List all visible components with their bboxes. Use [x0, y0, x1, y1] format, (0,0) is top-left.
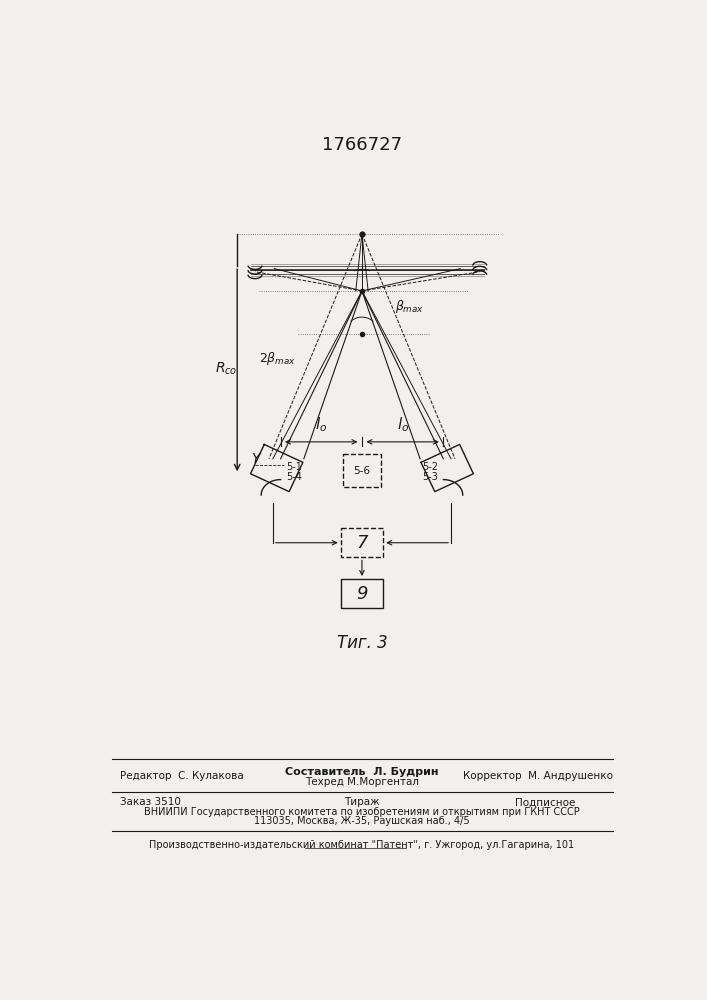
Text: Y: Y — [251, 452, 259, 466]
Text: 5-3: 5-3 — [422, 472, 438, 482]
Text: 113035, Москва, Ж-35, Раушская наб., 4/5: 113035, Москва, Ж-35, Раушская наб., 4/5 — [254, 816, 469, 826]
Text: 5-6: 5-6 — [354, 466, 370, 476]
Text: Составитель  Л. Будрин: Составитель Л. Будрин — [285, 767, 439, 777]
Text: Редактор  С. Кулакова: Редактор С. Кулакова — [119, 771, 243, 781]
Text: 9: 9 — [356, 585, 368, 603]
Text: $\beta_{max}$: $\beta_{max}$ — [395, 298, 423, 315]
Text: $R_{co}$: $R_{co}$ — [215, 360, 238, 377]
Text: $l_o$: $l_o$ — [315, 416, 327, 434]
Text: Заказ 3510: Заказ 3510 — [120, 797, 181, 807]
Text: 5-2: 5-2 — [422, 462, 438, 472]
Text: Τиг. 3: Τиг. 3 — [337, 634, 387, 652]
Text: Техред М.Моргентал: Техред М.Моргентал — [305, 777, 419, 787]
Text: $l_o$: $l_o$ — [397, 416, 409, 434]
Text: Производственно-издательский комбинат "Патент", г. Ужгород, ул.Гагарина, 101: Производственно-издательский комбинат "П… — [149, 840, 575, 850]
Text: ВНИИПИ Государственного комитета по изобретениям и открытиям при ГКНТ СССР: ВНИИПИ Государственного комитета по изоб… — [144, 807, 580, 817]
Text: 1766727: 1766727 — [322, 136, 402, 154]
Text: Подписное: Подписное — [515, 797, 575, 807]
Text: 5-4: 5-4 — [286, 472, 302, 482]
Text: 7: 7 — [356, 534, 368, 552]
Text: Корректор  М. Андрушенко: Корректор М. Андрушенко — [463, 771, 613, 781]
Text: $2\beta_{max}$: $2\beta_{max}$ — [259, 350, 296, 367]
Text: 5-1: 5-1 — [286, 462, 302, 472]
Text: Тираж: Тираж — [344, 797, 380, 807]
